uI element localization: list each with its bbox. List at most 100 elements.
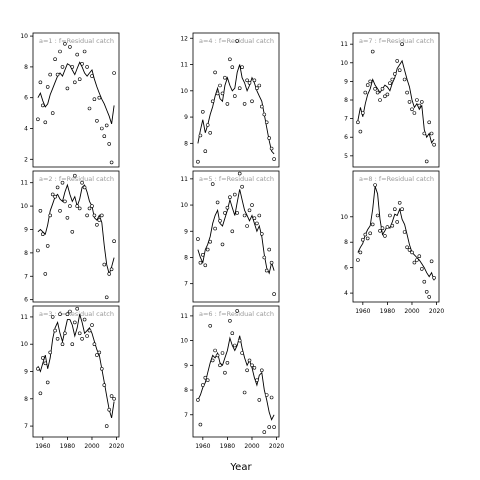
observed-point xyxy=(210,99,215,104)
panel-frame xyxy=(352,170,440,303)
y-tick-label: 11 xyxy=(180,313,188,320)
observed-point xyxy=(85,213,89,218)
y-tick-label: 10 xyxy=(20,341,28,348)
observed-point xyxy=(245,224,249,228)
observed-point xyxy=(45,244,50,248)
panel-label: a=3 : f=Residual catch xyxy=(39,310,114,318)
observed-point xyxy=(410,250,414,255)
observed-point xyxy=(235,39,239,43)
y-tick-label: 11 xyxy=(340,41,348,48)
observed-point xyxy=(55,72,60,77)
observed-point xyxy=(85,334,89,338)
observed-point xyxy=(230,229,235,234)
observed-point xyxy=(77,77,82,81)
y-tick-label: 6 xyxy=(24,95,28,102)
observed-point xyxy=(378,229,382,233)
y-tick-label: 11 xyxy=(20,180,28,187)
panel-frame xyxy=(192,170,280,303)
panel-6: a=6 : f=Residual catch 7 8 9 10 11 1960 1980 200… xyxy=(180,305,284,450)
observed-point xyxy=(53,194,57,199)
observed-point xyxy=(58,49,62,54)
observed-point xyxy=(82,317,87,322)
observed-point xyxy=(269,260,274,265)
observed-point xyxy=(40,103,45,108)
y-tick-label: 11 xyxy=(180,176,188,183)
observed-point xyxy=(257,83,262,88)
panel-frame xyxy=(32,170,120,303)
observed-point xyxy=(358,129,363,134)
y-tick-label: 8 xyxy=(344,97,348,104)
y-tick-label: 12 xyxy=(180,35,188,42)
observed-point xyxy=(102,134,107,138)
observed-point xyxy=(257,213,262,218)
observed-point xyxy=(233,192,237,197)
panel-frame xyxy=(192,32,280,168)
observed-point xyxy=(60,65,65,69)
observed-point xyxy=(82,185,87,190)
panel-label: a=7 : f=Residual catch xyxy=(359,37,434,45)
observed-point xyxy=(412,260,417,265)
observed-point xyxy=(70,342,75,347)
observed-point xyxy=(228,57,232,62)
observed-point xyxy=(395,220,400,224)
y-tick-label: 6 xyxy=(344,134,348,141)
observed-point xyxy=(242,390,247,395)
observed-point xyxy=(53,57,57,62)
observed-point xyxy=(370,222,375,227)
observed-point xyxy=(363,232,368,237)
observed-point xyxy=(363,90,368,95)
panel-label: a=5 : f=Residual catch xyxy=(199,175,274,183)
observed-point xyxy=(92,213,97,218)
observed-point xyxy=(267,136,272,140)
observed-point xyxy=(383,234,387,238)
observed-point xyxy=(383,94,387,99)
observed-point xyxy=(208,131,212,135)
x-tick-label: 1980 xyxy=(380,308,395,315)
observed-point xyxy=(210,358,215,363)
y-tick-label: 8 xyxy=(184,254,188,261)
fitted-line xyxy=(37,314,115,419)
observed-point xyxy=(228,195,232,199)
observed-point xyxy=(235,309,239,313)
y-tick-label: 8 xyxy=(184,387,188,394)
observed-point xyxy=(365,236,370,241)
observed-point xyxy=(252,216,257,220)
panel-label: a=1 : f=Residual catch xyxy=(39,37,114,45)
observed-point xyxy=(45,380,50,385)
fitted-line xyxy=(197,64,275,155)
y-tick-label: 5 xyxy=(344,153,348,160)
observed-point xyxy=(250,203,254,207)
x-tick-label: 2020 xyxy=(109,443,124,450)
observed-point xyxy=(63,41,67,46)
observed-point xyxy=(102,262,107,267)
observed-point xyxy=(104,295,109,300)
observed-point xyxy=(272,157,276,161)
observed-point xyxy=(196,159,200,164)
observed-point xyxy=(267,247,272,252)
y-tick-label: 7 xyxy=(184,281,188,288)
observed-point xyxy=(262,112,267,117)
observed-point xyxy=(97,95,102,100)
observed-point xyxy=(63,199,67,204)
observed-point xyxy=(429,131,434,136)
observed-point xyxy=(225,102,230,106)
observed-point xyxy=(255,221,259,226)
observed-point xyxy=(432,142,436,147)
observed-point xyxy=(259,368,264,373)
observed-point xyxy=(390,223,395,228)
observed-point xyxy=(405,245,409,250)
x-tick-label: 1960 xyxy=(355,308,370,315)
observed-point xyxy=(388,81,392,85)
observed-point xyxy=(235,211,239,215)
observed-point xyxy=(264,120,269,125)
observed-point xyxy=(240,184,244,189)
observed-point xyxy=(247,358,252,363)
observed-point xyxy=(208,323,212,328)
x-tick-label: 2020 xyxy=(429,308,444,315)
observed-point xyxy=(77,331,82,336)
observed-point xyxy=(368,79,373,84)
fitted-line xyxy=(37,183,115,276)
y-tick-label: 9 xyxy=(184,228,188,235)
observed-point xyxy=(385,225,390,229)
